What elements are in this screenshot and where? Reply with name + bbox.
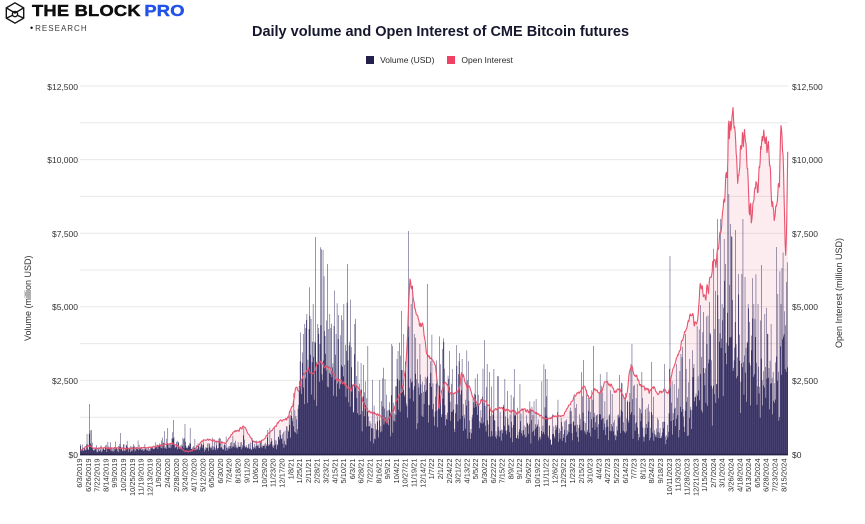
svg-text:4/4/23: 4/4/23 [594,459,603,480]
svg-text:8/15/2024: 8/15/2024 [779,459,788,492]
svg-text:12/14/21: 12/14/21 [418,459,427,488]
svg-text:10/25/2019: 10/25/2019 [128,459,137,497]
svg-text:9/9/2019: 9/9/2019 [110,459,119,488]
svg-text:1/7/22: 1/7/22 [427,459,436,480]
svg-text:6/5/2020: 6/5/2020 [207,459,216,488]
svg-text:3/24/2020: 3/24/2020 [181,459,190,492]
svg-text:7/22/2019: 7/22/2019 [93,459,102,492]
svg-text:8/16/21: 8/16/21 [374,459,383,484]
svg-text:1/8/21: 1/8/21 [286,459,295,480]
svg-text:4/13/22: 4/13/22 [462,459,471,484]
svg-text:3/21/22: 3/21/22 [454,459,463,484]
svg-text:3/26/2024: 3/26/2024 [727,459,736,492]
svg-text:4/17/2020: 4/17/2020 [189,459,198,492]
svg-text:2/1/22: 2/1/22 [436,459,445,480]
svg-text:6/30/20: 6/30/20 [216,459,225,484]
svg-text:8/24/23: 8/24/23 [647,459,656,484]
svg-text:1/23/23: 1/23/23 [568,459,577,484]
svg-text:11/3/2023: 11/3/2023 [674,459,683,492]
svg-text:10/29/20: 10/29/20 [260,459,269,488]
svg-text:12/17/20: 12/17/20 [278,459,287,488]
svg-text:1/25/21: 1/25/21 [295,459,304,484]
svg-text:3/23/21: 3/23/21 [322,459,331,484]
svg-text:6/3/21: 6/3/21 [348,459,357,480]
svg-text:11/23/20: 11/23/20 [269,459,278,488]
svg-text:2/28/21: 2/28/21 [313,459,322,484]
svg-text:5/5/22: 5/5/22 [471,459,480,480]
svg-text:9/26/22: 9/26/22 [524,459,533,484]
svg-text:6/5/2024: 6/5/2024 [753,459,762,488]
svg-text:Volume (million USD): Volume (million USD) [23,255,33,341]
svg-text:6/22/22: 6/22/22 [489,459,498,484]
svg-text:3/10/23: 3/10/23 [586,459,595,484]
svg-text:5/10/21: 5/10/21 [339,459,348,484]
svg-text:6/14/23: 6/14/23 [621,459,630,484]
svg-text:7/24/20: 7/24/20 [225,459,234,484]
svg-text:6/3/2019: 6/3/2019 [75,459,84,488]
svg-text:9/18/23: 9/18/23 [656,459,665,484]
svg-text:2/24/22: 2/24/22 [445,459,454,484]
svg-text:10/2/2019: 10/2/2019 [119,459,128,492]
svg-text:1/15/2024: 1/15/2024 [700,459,709,492]
svg-text:Open Interest (million USD): Open Interest (million USD) [834,238,844,348]
svg-text:7/7/23: 7/7/23 [630,459,639,480]
svg-text:5/30/22: 5/30/22 [480,459,489,484]
svg-text:9/1/22: 9/1/22 [515,459,524,480]
svg-text:2/15/23: 2/15/23 [577,459,586,484]
svg-text:12/21/2023: 12/21/2023 [691,459,700,497]
svg-text:7/22/21: 7/22/21 [366,459,375,484]
svg-text:8/9/22: 8/9/22 [506,459,515,480]
svg-text:9/9/21: 9/9/21 [383,459,392,480]
svg-text:6/28/21: 6/28/21 [357,459,366,484]
svg-text:8/14/2019: 8/14/2019 [101,459,110,492]
svg-text:11/19/2019: 11/19/2019 [137,459,146,496]
svg-text:10/4/21: 10/4/21 [392,459,401,484]
svg-text:10/11/2023: 10/11/2023 [665,459,674,496]
svg-text:8/18/20: 8/18/20 [234,459,243,484]
svg-text:2/4/2020: 2/4/2020 [163,459,172,488]
svg-text:2/7/2024: 2/7/2024 [709,459,718,488]
svg-text:9/11/20: 9/11/20 [242,459,251,483]
svg-text:11/19/21: 11/19/21 [410,459,419,488]
svg-text:5/13/2024: 5/13/2024 [744,459,753,492]
svg-text:4/27/23: 4/27/23 [603,459,612,484]
svg-text:11/11/22: 11/11/22 [542,459,551,487]
svg-text:12/6/22: 12/6/22 [550,459,559,484]
svg-text:10/6/20: 10/6/20 [251,459,260,484]
svg-text:12/29/22: 12/29/22 [559,459,568,488]
svg-text:10/27/21: 10/27/21 [401,459,410,488]
svg-text:8/1/23: 8/1/23 [638,459,647,480]
svg-text:7/23/2024: 7/23/2024 [771,459,780,492]
svg-text:2/28/2020: 2/28/2020 [172,459,181,492]
svg-text:4/18/2024: 4/18/2024 [735,459,744,492]
svg-text:1/9/2020: 1/9/2020 [154,459,163,488]
svg-text:5/22/23: 5/22/23 [612,459,621,484]
svg-text:4/15/21: 4/15/21 [330,459,339,484]
svg-text:2/11/21: 2/11/21 [304,459,313,483]
svg-text:6/26/2019: 6/26/2019 [84,459,93,492]
svg-text:6/28/2024: 6/28/2024 [762,459,771,492]
svg-text:7/15/22: 7/15/22 [498,459,507,484]
svg-text:5/12/2020: 5/12/2020 [198,459,207,492]
svg-text:3/1/2024: 3/1/2024 [718,459,727,488]
svg-text:11/28/2023: 11/28/2023 [683,459,692,496]
svg-text:12/13/2019: 12/13/2019 [145,459,154,497]
svg-text:10/19/22: 10/19/22 [533,459,542,488]
